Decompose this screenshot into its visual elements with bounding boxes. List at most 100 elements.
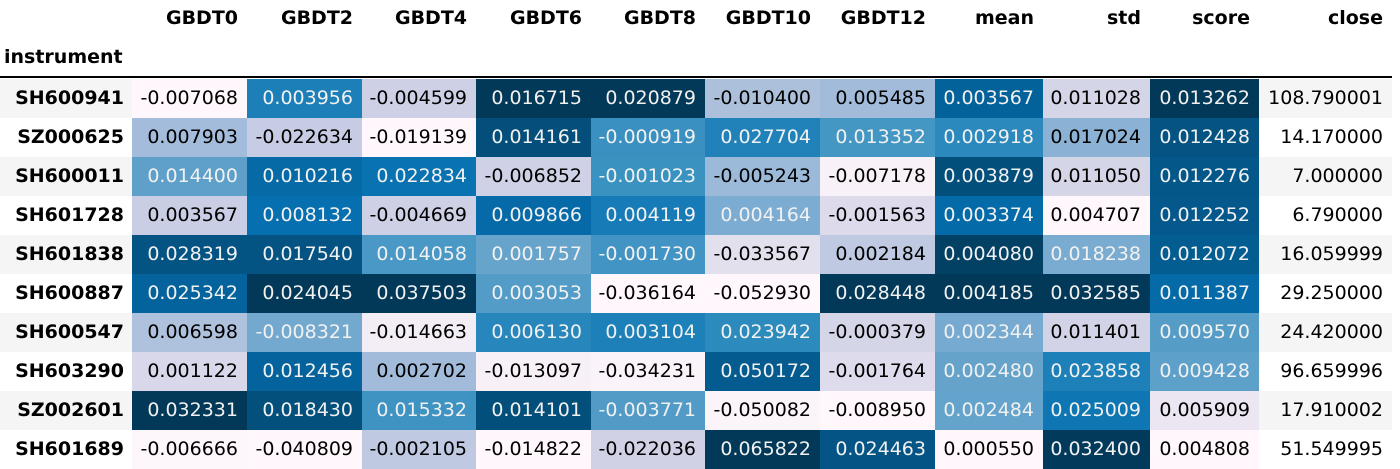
table-cell: 0.037503 xyxy=(362,274,476,313)
table-cell: -0.014663 xyxy=(362,313,476,352)
index-name: instrument xyxy=(4,46,123,68)
table-cell: 0.004185 xyxy=(935,274,1043,313)
table-cell: 0.050172 xyxy=(705,352,820,391)
table-cell: 0.013262 xyxy=(1150,79,1259,118)
header-rule xyxy=(0,76,1392,78)
table-cell: 0.027704 xyxy=(705,118,820,157)
table-cell: 0.001122 xyxy=(132,352,247,391)
table-cell: 108.790001 xyxy=(1259,79,1392,118)
column-header-std: std xyxy=(1107,7,1141,29)
table-cell: 0.003567 xyxy=(132,196,247,235)
table-cell: 0.009570 xyxy=(1150,313,1259,352)
table-cell: 0.002480 xyxy=(935,352,1043,391)
column-header-gbdt6: GBDT6 xyxy=(509,7,582,29)
table-cell: 0.011387 xyxy=(1150,274,1259,313)
table-cell: 0.002484 xyxy=(935,391,1043,430)
table-cell: 0.028448 xyxy=(820,274,935,313)
table-cell: 0.011050 xyxy=(1043,157,1150,196)
column-header-gbdt10: GBDT10 xyxy=(725,7,811,29)
table-cell: 0.008132 xyxy=(247,196,362,235)
table-cell: 0.002702 xyxy=(362,352,476,391)
table-cell: 16.059999 xyxy=(1259,235,1392,274)
table-cell: 0.001757 xyxy=(476,235,591,274)
column-header-gbdt0: GBDT0 xyxy=(165,7,238,29)
column-header-score: score xyxy=(1192,7,1250,29)
table-cell: -0.000919 xyxy=(591,118,705,157)
table-cell: -0.013097 xyxy=(476,352,591,391)
table-cell: 0.002184 xyxy=(820,235,935,274)
table-cell: 0.024463 xyxy=(820,430,935,469)
table-cell: 0.003567 xyxy=(935,79,1043,118)
table-cell: 0.003053 xyxy=(476,274,591,313)
row-label: SH600887 xyxy=(15,282,124,304)
table-cell: -0.001563 xyxy=(820,196,935,235)
table-cell: 0.023858 xyxy=(1043,352,1150,391)
table-cell: 14.170000 xyxy=(1280,126,1383,148)
table-cell: 0.010216 xyxy=(247,157,362,196)
table-cell: 0.025009 xyxy=(1043,391,1150,430)
row-label: SH601689 xyxy=(15,438,124,460)
table-cell: -0.036164 xyxy=(591,274,705,313)
table-cell: 0.009428 xyxy=(1150,352,1259,391)
table-cell: 96.659996 xyxy=(1280,360,1383,382)
table-cell: 0.014058 xyxy=(362,235,476,274)
table-cell: 0.003879 xyxy=(935,157,1043,196)
table-cell: 0.004080 xyxy=(935,235,1043,274)
table-cell: 6.790000 xyxy=(1292,204,1383,226)
column-header-gbdt2: GBDT2 xyxy=(280,7,353,29)
row-label: SH601838 xyxy=(0,235,132,274)
table-cell: 0.012456 xyxy=(247,352,362,391)
table-cell: 0.011401 xyxy=(1043,313,1150,352)
table-cell: 0.004164 xyxy=(705,196,820,235)
table-cell: -0.014822 xyxy=(476,430,591,469)
row-label: SH603290 xyxy=(15,360,124,382)
table-cell: 0.065822 xyxy=(705,430,820,469)
table-cell: -0.040809 xyxy=(247,430,362,469)
table-cell: 0.013352 xyxy=(820,118,935,157)
table-cell: -0.006852 xyxy=(476,157,591,196)
table-cell: 0.014101 xyxy=(476,391,591,430)
table-cell: -0.052930 xyxy=(705,274,820,313)
table-cell: 0.002344 xyxy=(935,313,1043,352)
table-cell: -0.002105 xyxy=(362,430,476,469)
table-cell: 0.018238 xyxy=(1043,235,1150,274)
table-cell: 0.016715 xyxy=(476,79,591,118)
table-cell: 0.032400 xyxy=(1043,430,1150,469)
table-cell: 0.005485 xyxy=(820,79,935,118)
table-cell: -0.006666 xyxy=(132,430,247,469)
table-cell: 0.025342 xyxy=(132,274,247,313)
table-cell: 0.017540 xyxy=(247,235,362,274)
table-cell: 0.017024 xyxy=(1043,118,1150,157)
table-cell: 0.003104 xyxy=(591,313,705,352)
table-cell: -0.005243 xyxy=(705,157,820,196)
table-cell: 0.006130 xyxy=(476,313,591,352)
table-cell: 0.012276 xyxy=(1150,157,1259,196)
table-cell: -0.004599 xyxy=(362,79,476,118)
column-header-mean: mean xyxy=(974,7,1034,29)
row-label: SH600011 xyxy=(0,157,132,196)
table-cell: -0.022634 xyxy=(247,118,362,157)
table-cell: -0.008321 xyxy=(247,313,362,352)
table-cell: -0.019139 xyxy=(362,118,476,157)
table-cell: 0.023942 xyxy=(705,313,820,352)
row-label: SZ002601 xyxy=(0,391,132,430)
table-cell: -0.004669 xyxy=(362,196,476,235)
column-header-close: close xyxy=(1327,7,1383,29)
table-cell: 0.014161 xyxy=(476,118,591,157)
table-cell: 0.005909 xyxy=(1150,391,1259,430)
table-cell: 24.420000 xyxy=(1259,313,1392,352)
row-label: SH600547 xyxy=(0,313,132,352)
table-cell: 51.549995 xyxy=(1280,438,1383,460)
table-cell: -0.010400 xyxy=(705,79,820,118)
table-cell: 0.003374 xyxy=(935,196,1043,235)
table-cell: 0.012072 xyxy=(1150,235,1259,274)
table-cell: -0.033567 xyxy=(705,235,820,274)
table-cell: 0.006598 xyxy=(132,313,247,352)
column-header-gbdt8: GBDT8 xyxy=(623,7,696,29)
table-cell: -0.008950 xyxy=(820,391,935,430)
table-cell: -0.050082 xyxy=(705,391,820,430)
table-cell: 0.011028 xyxy=(1043,79,1150,118)
table-cell: 7.000000 xyxy=(1259,157,1392,196)
table-cell: 0.009866 xyxy=(476,196,591,235)
table-cell: 17.910002 xyxy=(1259,391,1392,430)
